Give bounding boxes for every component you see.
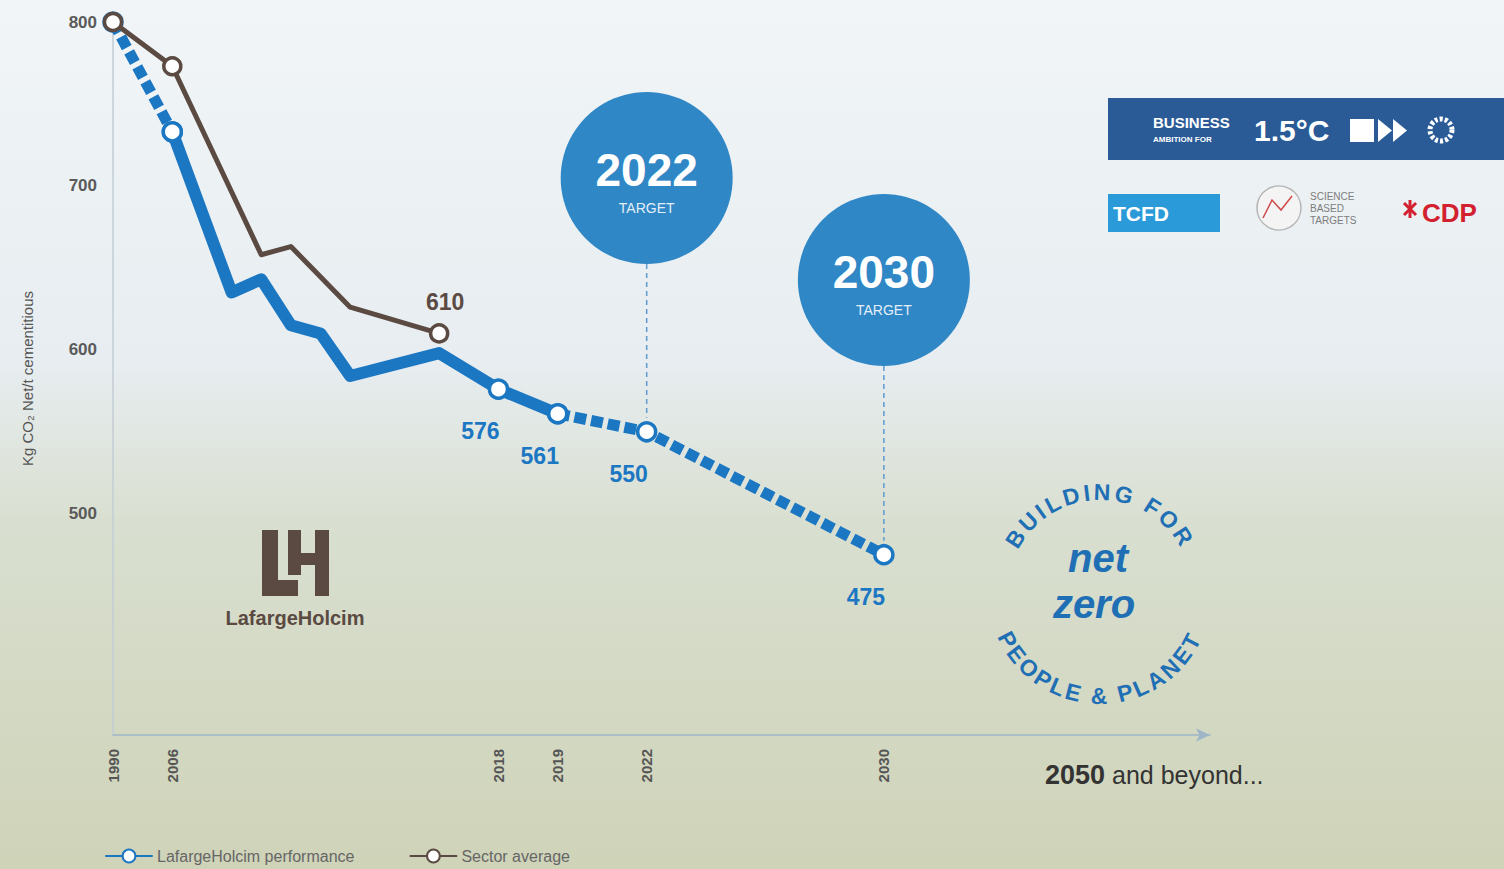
svg-text:2022: 2022 xyxy=(638,749,655,782)
svg-text:1.5°C: 1.5°C xyxy=(1254,114,1329,147)
svg-text:CDP: CDP xyxy=(1422,198,1477,228)
svg-text:1990: 1990 xyxy=(105,749,122,782)
svg-text:500: 500 xyxy=(69,504,97,523)
svg-text:zero: zero xyxy=(1052,582,1135,626)
svg-text:TARGET: TARGET xyxy=(619,200,675,216)
svg-text:net: net xyxy=(1068,536,1130,580)
svg-text:BUSINESS: BUSINESS xyxy=(1153,114,1230,131)
svg-text:PEOPLE & PLANET: PEOPLE & PLANET xyxy=(993,627,1208,709)
svg-text:800: 800 xyxy=(69,13,97,32)
svg-text:2030: 2030 xyxy=(875,749,892,782)
svg-text:610: 610 xyxy=(426,289,464,315)
svg-text:TARGETS: TARGETS xyxy=(1310,215,1357,226)
svg-text:SCIENCE: SCIENCE xyxy=(1310,191,1355,202)
svg-text:Kg CO₂ Net/t cementitious: Kg CO₂ Net/t cementitious xyxy=(19,291,36,466)
svg-text:TARGET: TARGET xyxy=(856,302,912,318)
svg-text:2022: 2022 xyxy=(596,144,698,196)
svg-text:TCFD: TCFD xyxy=(1113,202,1169,225)
svg-text:700: 700 xyxy=(69,176,97,195)
svg-text:2018: 2018 xyxy=(490,749,507,782)
svg-text:and beyond...: and beyond... xyxy=(1105,761,1263,789)
svg-text:2050: 2050 xyxy=(1045,760,1105,790)
svg-text:561: 561 xyxy=(521,443,560,469)
svg-text:576: 576 xyxy=(461,418,499,444)
svg-text:600: 600 xyxy=(69,340,97,359)
svg-text:2006: 2006 xyxy=(164,749,181,782)
svg-text:2030: 2030 xyxy=(833,246,935,298)
svg-text:BASED: BASED xyxy=(1310,203,1344,214)
svg-text:LafargeHolcim: LafargeHolcim xyxy=(226,607,365,629)
svg-text:Sector average: Sector average xyxy=(461,848,570,865)
svg-text:475: 475 xyxy=(847,584,886,610)
svg-text:AMBITION FOR: AMBITION FOR xyxy=(1153,135,1212,144)
svg-text:LafargeHolcim performance: LafargeHolcim performance xyxy=(157,848,355,865)
svg-text:2019: 2019 xyxy=(549,749,566,782)
svg-text:550: 550 xyxy=(609,461,647,487)
svg-text:BUILDING FOR: BUILDING FOR xyxy=(1000,479,1200,553)
